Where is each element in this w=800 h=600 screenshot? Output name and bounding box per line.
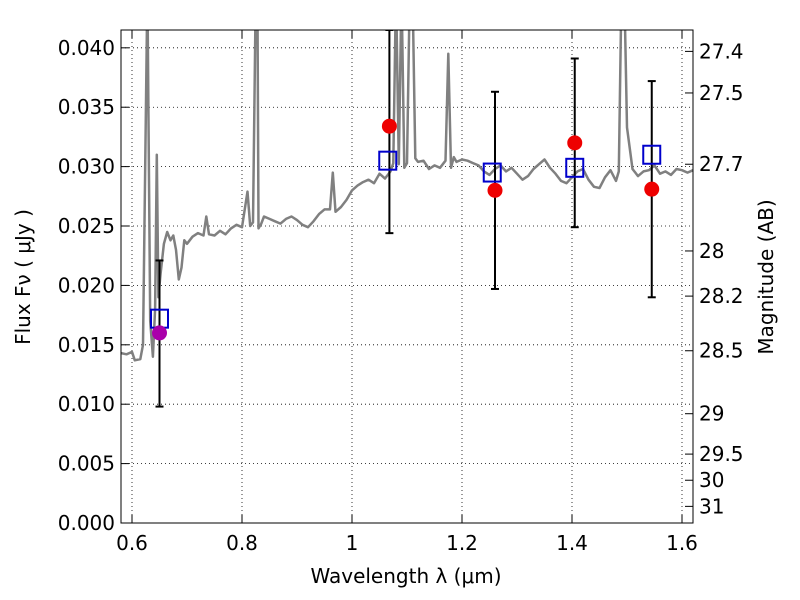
spectrum-line <box>121 30 693 362</box>
right-tick-label: 31 <box>699 494 724 518</box>
y-tick-label: 0.000 <box>58 511 115 535</box>
square-marker <box>482 162 502 183</box>
right-tick-label: 27.5 <box>699 81 744 105</box>
right-tick-label: 28.5 <box>699 339 744 363</box>
plot-frame <box>120 29 694 524</box>
y-tick-label: 0.005 <box>58 452 115 476</box>
right-tick-label: 29 <box>699 402 724 426</box>
square-marker <box>642 144 662 165</box>
y-tick-label: 0.010 <box>58 392 115 416</box>
data-layer <box>121 30 693 408</box>
x-tick-label: 1.4 <box>556 531 588 555</box>
square-marker <box>565 157 585 178</box>
right-tick-label: 28 <box>699 239 724 263</box>
right-tick-label: 29.5 <box>699 442 744 466</box>
x-tick-label: 0.6 <box>116 531 148 555</box>
x-tick-label: 0.8 <box>226 531 258 555</box>
circle-marker <box>152 325 167 341</box>
circle-marker <box>381 118 397 134</box>
y-tick-label: 0.025 <box>58 214 115 238</box>
y-tick-label: 0.030 <box>58 155 115 179</box>
square-marker <box>378 150 398 171</box>
y-tick-label: 0.035 <box>58 95 115 119</box>
right-tick-label: 27.4 <box>699 39 744 63</box>
x-tick-label: 1.6 <box>666 531 698 555</box>
right-tick-label: 28.2 <box>699 284 744 308</box>
circle-marker <box>487 182 503 198</box>
x-axis-title: Wavelength λ (μm) <box>310 564 501 588</box>
circle-marker <box>644 181 660 197</box>
y-tick-label: 0.040 <box>58 36 115 60</box>
right-axis-title: Magnitude (AB) <box>754 199 778 354</box>
y-tick-label: 0.020 <box>58 273 115 297</box>
circle-marker <box>567 135 583 151</box>
axes: 0.6 0.8 1 1.2 1.4 1.6 0.000 0.005 0.010 0.015 0.02… <box>58 30 744 555</box>
y-tick-label: 0.015 <box>58 333 115 357</box>
x-tick-label: 1 <box>346 531 359 555</box>
x-tick-label: 1.2 <box>446 531 478 555</box>
y-axis-title: Flux Fν ( μJy ) <box>11 209 35 345</box>
right-tick-label: 27.7 <box>699 152 744 176</box>
right-tick-label: 30 <box>699 468 724 492</box>
